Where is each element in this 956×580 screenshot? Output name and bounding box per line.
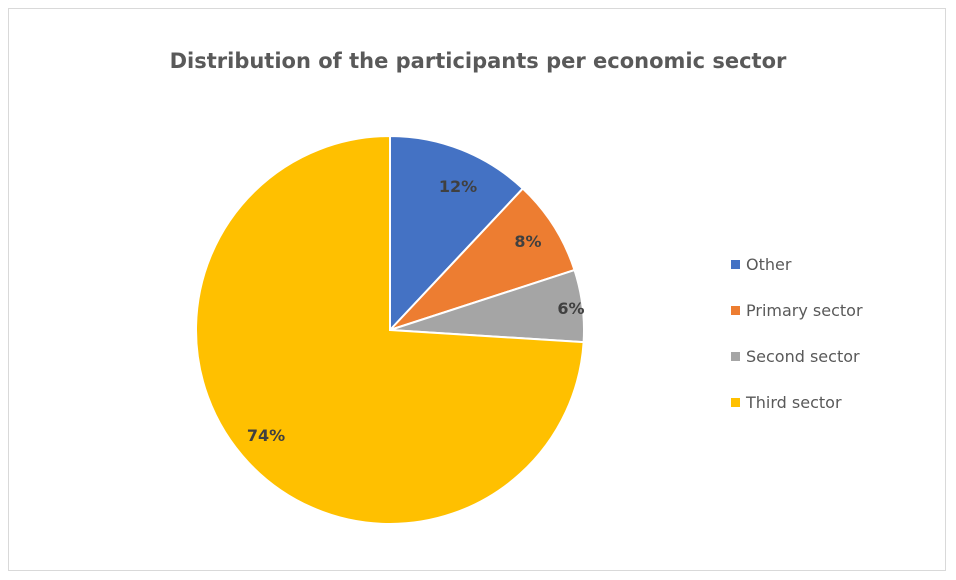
slice-label-other: 12% (439, 177, 477, 196)
chart-title: Distribution of the participants per eco… (169, 49, 787, 73)
legend-item-third-sector: Third sector (731, 391, 863, 414)
legend-label: Second sector (746, 347, 860, 366)
legend-label: Other (746, 255, 792, 274)
legend-item-second-sector: Second sector (731, 345, 863, 368)
pie-slice-third-sector (195, 134, 585, 525)
legend-swatch (731, 352, 740, 361)
legend-swatch (731, 398, 740, 407)
legend-label: Third sector (746, 393, 842, 412)
pie-slice-other (389, 134, 525, 333)
legend-label: Primary sector (746, 301, 863, 320)
legend-swatch (731, 260, 740, 269)
legend-item-other: Other (731, 253, 863, 276)
chart-frame: Distribution of the participants per eco… (8, 8, 946, 571)
legend-swatch (731, 306, 740, 315)
slice-label-third-sector: 74% (247, 426, 285, 445)
pie-chart: 12% 8% 6% 74% (195, 134, 585, 525)
slice-label-second-sector: 6% (557, 299, 584, 318)
pie-slice-primary-sector (389, 187, 576, 331)
legend-item-primary-sector: Primary sector (731, 299, 863, 322)
slice-label-primary-sector: 8% (514, 232, 541, 251)
legend: Other Primary sector Second sector Third se… (731, 253, 863, 414)
